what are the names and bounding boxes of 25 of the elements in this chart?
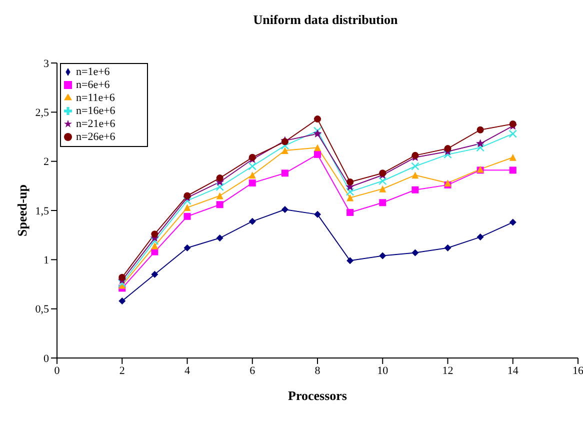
y-tick-label: 2 [44,156,49,168]
chart-title: Uniform data distribution [252,12,399,28]
legend-label: n=11e+6 [76,92,115,104]
y-tick-label: 1 [44,254,49,267]
y-tick-label: 0 [44,352,50,365]
x-tick-label: 6 [250,364,256,377]
x-tick-label: 8 [314,364,321,377]
y-tick-label: 3 [44,58,50,70]
x-tick-label: 2 [119,364,125,377]
y-axis-title: Speed-up [14,184,30,237]
x-tick-label: 10 [377,364,389,377]
y-tick-label: 1,5 [35,205,50,218]
y-tick-label: 2,5 [35,107,50,120]
legend-label: n=1e+6 [76,66,110,78]
x-tick-label: 12 [442,364,454,377]
x-tick-label: 14 [507,364,519,377]
legend-label: n=26e+6 [76,131,116,143]
legend-label: n=21e+6 [76,118,116,130]
legend-label: n=16e+6 [76,105,116,117]
y-tick-label: 0,5 [35,304,50,316]
x-tick-label: 0 [54,364,60,377]
x-tick-label: 16 [572,364,583,377]
x-tick-label: 4 [184,364,190,377]
legend-label: n=6e+6 [76,79,110,91]
x-axis-title: Processors [288,388,347,403]
